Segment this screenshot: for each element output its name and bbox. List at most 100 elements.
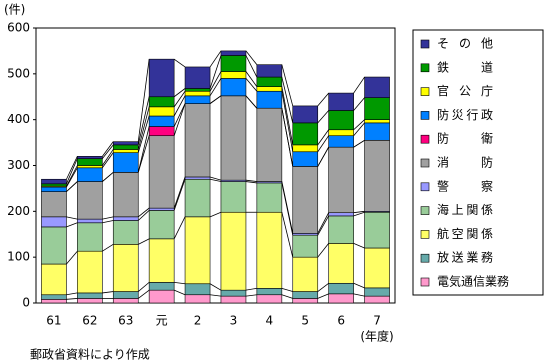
connector-line bbox=[353, 76, 365, 94]
bar-segment bbox=[292, 256, 319, 292]
connector-line bbox=[138, 207, 150, 218]
y-tick-label: 0 bbox=[22, 296, 30, 310]
connector-line bbox=[245, 294, 257, 297]
bar-segment bbox=[256, 294, 283, 304]
bar-segment bbox=[364, 97, 390, 120]
connector-line bbox=[317, 129, 329, 146]
bar-segment bbox=[364, 287, 390, 297]
legend-swatch bbox=[420, 230, 430, 239]
legend-label: 官公庁 bbox=[437, 83, 493, 98]
connector-line bbox=[245, 287, 257, 291]
connector-line bbox=[137, 210, 150, 221]
bar-segment bbox=[256, 182, 283, 213]
bar-segment bbox=[256, 211, 283, 289]
bar-segment bbox=[328, 92, 354, 111]
connector-line bbox=[245, 179, 257, 182]
bar-segment bbox=[256, 90, 283, 109]
connector-line bbox=[174, 281, 186, 285]
connector-line bbox=[209, 50, 222, 68]
connector-line bbox=[173, 95, 186, 117]
legend-label: その他 bbox=[437, 37, 493, 51]
connector-line bbox=[317, 215, 329, 236]
y-tick-label: 300 bbox=[7, 158, 30, 172]
connector-line bbox=[245, 55, 258, 78]
bar-segment bbox=[184, 90, 211, 97]
connector-line bbox=[353, 122, 365, 136]
connector-line bbox=[173, 91, 186, 108]
bar-segment bbox=[77, 292, 103, 299]
connector-line bbox=[102, 291, 114, 294]
connector-line bbox=[245, 95, 258, 109]
connector-line bbox=[102, 149, 114, 166]
legend-swatch bbox=[420, 277, 430, 287]
connector-line bbox=[66, 250, 78, 265]
bar-segment bbox=[292, 234, 319, 258]
bar-segment bbox=[41, 191, 67, 218]
y-tick-label: 200 bbox=[7, 204, 30, 218]
bar-segment bbox=[148, 289, 175, 304]
bar-segment bbox=[148, 238, 175, 283]
bar-segment bbox=[77, 222, 103, 252]
bar-segment bbox=[328, 243, 354, 284]
bar-segment bbox=[364, 211, 390, 249]
bar-segment bbox=[328, 212, 354, 217]
bar-segment bbox=[328, 129, 354, 137]
x-tick-label: 62 bbox=[82, 314, 97, 328]
legend-swatch bbox=[420, 63, 430, 73]
legend-swatch bbox=[420, 206, 430, 215]
bar-segment bbox=[184, 103, 211, 178]
bar-segment bbox=[256, 64, 283, 78]
connector-line bbox=[138, 289, 150, 299]
bar-segment bbox=[112, 149, 139, 153]
bar-segment bbox=[77, 167, 103, 182]
bar-segment bbox=[148, 96, 175, 108]
bar-segment bbox=[328, 215, 354, 244]
bar-segment bbox=[292, 122, 319, 146]
legend-swatch bbox=[420, 158, 430, 168]
bar-segment bbox=[256, 76, 283, 87]
bar-segment bbox=[184, 294, 211, 304]
connector-line bbox=[66, 298, 78, 300]
legend-swatch bbox=[420, 87, 430, 96]
footnote: 郵政省資料により作成 bbox=[30, 348, 150, 362]
bar-segment bbox=[77, 181, 103, 220]
bar-segment bbox=[364, 247, 390, 289]
connector-line bbox=[281, 212, 294, 258]
bar-segment bbox=[112, 172, 139, 218]
bar-segment bbox=[292, 298, 319, 304]
connector-line bbox=[137, 115, 150, 153]
bar-segment bbox=[148, 210, 175, 240]
connector-line bbox=[317, 146, 329, 167]
bar-segment bbox=[148, 282, 175, 291]
bar-segment bbox=[41, 263, 67, 296]
connector-line bbox=[353, 210, 365, 214]
y-axis-label: (件) bbox=[4, 3, 25, 17]
bar-segment bbox=[292, 291, 319, 299]
connector-line bbox=[173, 289, 186, 296]
connector-line bbox=[209, 283, 222, 291]
connector-line bbox=[317, 282, 329, 292]
bar-segment bbox=[112, 152, 139, 173]
bar-segment bbox=[77, 158, 103, 166]
bar-segment bbox=[256, 288, 283, 296]
y-tick-label: 500 bbox=[7, 66, 30, 80]
connector-line bbox=[209, 176, 222, 181]
connector-line bbox=[66, 181, 78, 192]
bar-segment bbox=[77, 298, 103, 304]
connector-line bbox=[353, 293, 365, 297]
connector-line bbox=[353, 211, 365, 217]
y-tick-label: 600 bbox=[7, 21, 30, 35]
x-tick-label: 2 bbox=[194, 314, 202, 328]
connector-line bbox=[66, 165, 78, 187]
bar-segment bbox=[220, 211, 247, 291]
connector-line bbox=[245, 181, 257, 184]
x-tick-label: 3 bbox=[230, 314, 238, 328]
connector-line bbox=[317, 243, 329, 258]
bar-segment bbox=[292, 151, 319, 167]
legend bbox=[412, 29, 544, 296]
x-tick-label: 61 bbox=[46, 314, 61, 328]
connector-line bbox=[137, 59, 150, 142]
bar-segment bbox=[220, 95, 247, 181]
bar-segment bbox=[220, 289, 247, 297]
